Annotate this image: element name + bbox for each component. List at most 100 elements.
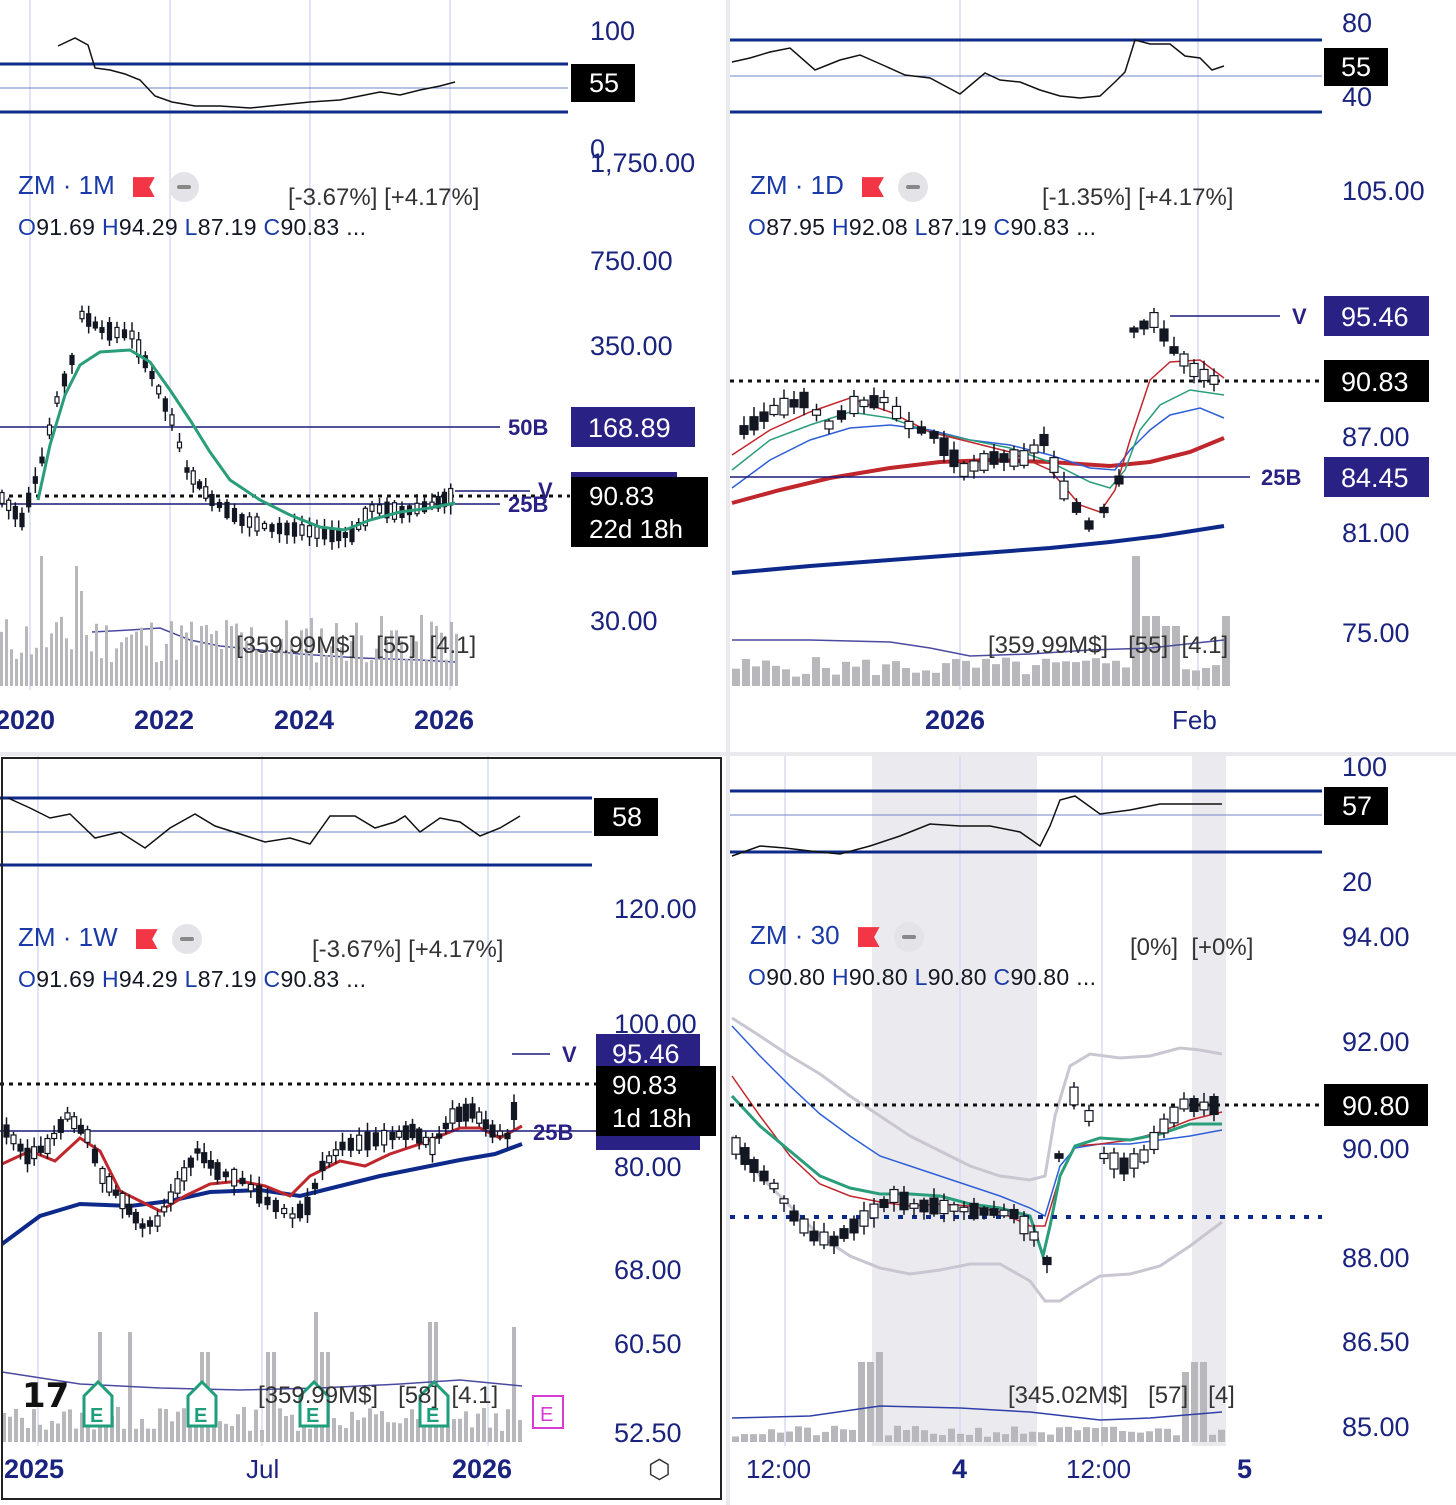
collapse-legend-icon[interactable] <box>897 172 928 203</box>
flag-icon[interactable] <box>857 927 880 948</box>
candle-body <box>1199 1101 1209 1111</box>
chart-panel-daily[interactable]: 80 40 105.00 87.00 81.00 75.00 25B V 55 … <box>730 0 1456 752</box>
candle-body <box>859 399 869 408</box>
volume-bar <box>1212 665 1220 686</box>
chart-panel-30min[interactable]: 100 20 94.00 92.00 90.00 88.00 86.50 85.… <box>730 756 1456 1505</box>
volume-bar <box>338 1425 342 1442</box>
earnings-marker-upcoming[interactable]: E <box>532 1395 564 1429</box>
volume-value: [359.99M$] <box>236 632 357 659</box>
volume-bar <box>314 1312 318 1442</box>
close-key: C <box>993 964 1011 990</box>
volume-bar <box>912 1426 919 1442</box>
volume-bar <box>862 659 870 686</box>
x-tick: Feb <box>1172 705 1217 735</box>
flag-icon[interactable] <box>135 929 158 950</box>
candle-body <box>949 1204 959 1212</box>
symbol-legend[interactable]: ZM · 1W <box>18 922 202 955</box>
change-alt-value: [+4.17%] <box>408 936 504 963</box>
price-tick: 86.50 <box>1342 1327 1410 1357</box>
candle-body <box>1084 1109 1094 1123</box>
candle-body <box>929 1197 939 1215</box>
level-label-25b: 25B <box>1261 465 1301 490</box>
volume-bar <box>242 1406 246 1442</box>
earnings-marker[interactable]: E <box>298 1379 330 1428</box>
rsi-tick-20: 20 <box>1342 867 1372 897</box>
candle-body <box>299 524 305 536</box>
flag-icon[interactable] <box>132 177 155 198</box>
earnings-marker[interactable]: E <box>186 1379 218 1428</box>
flag-icon[interactable] <box>861 177 884 198</box>
candle-body <box>319 1160 326 1172</box>
earnings-marker[interactable]: E <box>82 1379 114 1428</box>
level-badge <box>571 407 695 447</box>
volume-bar <box>1137 1432 1144 1442</box>
candle-body <box>156 385 162 395</box>
volume-bar <box>194 1418 198 1442</box>
candle-body <box>504 1132 511 1140</box>
candle-body <box>891 405 902 420</box>
candle-body <box>939 1199 949 1215</box>
volume-bar <box>1200 1362 1207 1442</box>
volume-bar <box>170 621 173 686</box>
candle-body <box>1109 1152 1119 1170</box>
volume-bar <box>380 615 383 686</box>
level-badge-value: 84.45 <box>1341 463 1409 493</box>
volume-bar <box>1072 662 1080 686</box>
close-key: C <box>993 214 1011 240</box>
symbol-legend[interactable]: ZM · 1M <box>18 170 199 203</box>
symbol-legend[interactable]: ZM · 30 <box>750 920 924 953</box>
volume-bar <box>777 1432 784 1442</box>
volume-bar <box>1155 1428 1162 1442</box>
candle-body <box>239 1177 246 1185</box>
settings-gear-icon[interactable]: ⬡ <box>648 1454 671 1484</box>
volume-bar <box>86 1413 90 1442</box>
volume-bar <box>30 654 33 686</box>
volume-bar <box>430 621 433 686</box>
candle-body <box>139 1223 146 1229</box>
symbol-legend[interactable]: ZM · 1D <box>750 170 928 203</box>
volume-bar <box>957 1433 964 1442</box>
volume-bar <box>804 1427 811 1442</box>
volume-bar <box>440 632 443 686</box>
earnings-marker[interactable]: E <box>418 1379 450 1428</box>
candle-body <box>482 1119 489 1130</box>
candle-body <box>194 1148 201 1154</box>
high-value: 94.29 <box>118 214 178 240</box>
volume-bar <box>392 1422 396 1442</box>
price-tick: 105.00 <box>1342 176 1425 206</box>
collapse-legend-icon[interactable] <box>893 922 924 953</box>
volume-bar <box>759 1434 766 1442</box>
candle-body <box>37 1145 44 1153</box>
chart-canvas-weekly[interactable]: 120.00 100.00 80.00 68.00 60.50 52.50 25… <box>0 756 726 1505</box>
more-ellipsis: ... <box>346 214 367 240</box>
chart-panel-weekly[interactable]: 120.00 100.00 80.00 68.00 60.50 52.50 25… <box>0 756 726 1505</box>
candle-body <box>314 526 320 539</box>
volume-bar <box>224 1423 228 1442</box>
candle-body <box>289 1213 296 1219</box>
chart-canvas-30min[interactable]: 100 20 94.00 92.00 90.00 88.00 86.50 85.… <box>730 756 1456 1505</box>
candle-body <box>57 1119 64 1133</box>
svg-text:E: E <box>306 1405 319 1427</box>
candle-body <box>69 354 75 366</box>
volume-bar <box>8 1416 12 1442</box>
volume-bar <box>278 1408 282 1442</box>
volume-bar <box>1022 674 1030 686</box>
candle-body <box>339 1141 346 1151</box>
earnings-markers[interactable]: E E E E E <box>82 1379 564 1429</box>
chart-canvas-daily[interactable]: 80 40 105.00 87.00 81.00 75.00 25B V 55 … <box>730 0 1456 752</box>
volume-bar <box>882 664 890 686</box>
collapse-legend-icon[interactable] <box>168 172 199 203</box>
price-tick: 81.00 <box>1342 518 1410 548</box>
volume-bar <box>993 1432 1000 1442</box>
candle-body <box>789 399 799 408</box>
tradingview-logo-icon[interactable]: 17 <box>22 1376 70 1416</box>
candle-body <box>909 1203 919 1209</box>
chart-panel-monthly[interactable]: 100 0 1,750.00 750.00 350.00 30.00 50B 2… <box>0 0 726 752</box>
volume-bar <box>1002 657 1010 686</box>
chart-canvas-monthly[interactable]: 100 0 1,750.00 750.00 350.00 30.00 50B 2… <box>0 0 726 752</box>
volume-bar <box>248 1430 252 1442</box>
candles-daily <box>739 307 1219 532</box>
collapse-legend-icon[interactable] <box>171 924 202 955</box>
volume-bar <box>362 1417 366 1442</box>
candle-body <box>326 1155 333 1164</box>
